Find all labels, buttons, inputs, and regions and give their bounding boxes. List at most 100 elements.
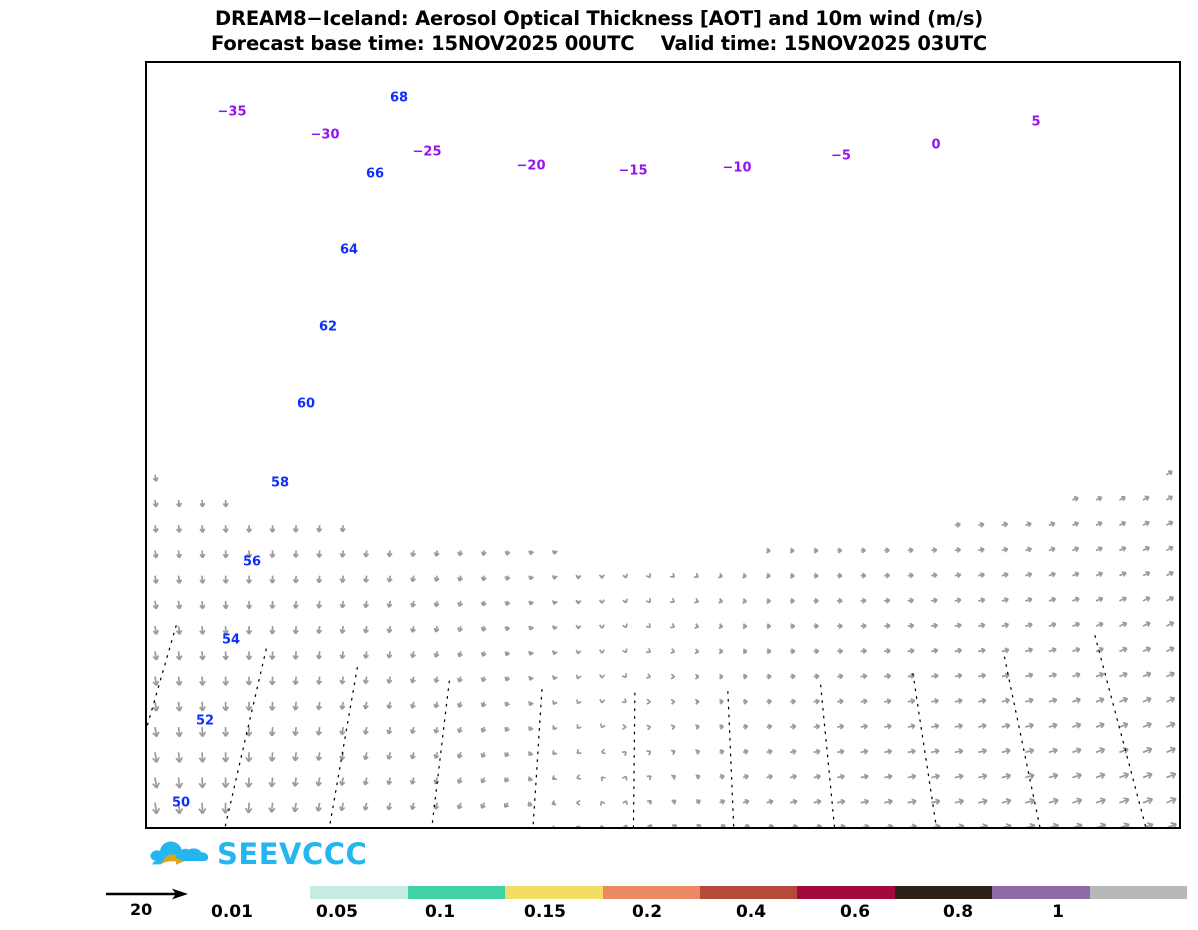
wind-arrow-head: [669, 572, 676, 579]
wind-arrow-head: [362, 704, 369, 710]
wind-arrow-head: [599, 800, 606, 806]
wind-arrow-head: [1052, 747, 1058, 755]
wind-arrow-head: [1029, 797, 1036, 805]
wind-arrow-shaft: [1048, 774, 1058, 779]
wind-arrow-shaft: [1166, 823, 1177, 827]
wind-arrow-head: [221, 807, 230, 814]
wind-arrow-head: [1028, 697, 1034, 704]
wind-arrow-head: [933, 647, 939, 654]
wind-arrow-head: [861, 572, 867, 579]
wind-arrow-head: [504, 601, 511, 607]
wind-arrow-shaft: [1095, 798, 1106, 804]
wind-arrow-head: [718, 648, 724, 655]
wind-arrow-head: [1003, 571, 1009, 578]
meridian--25: [431, 678, 451, 827]
colorbar-segment-3: [505, 886, 603, 899]
wind-arrow-head: [1005, 747, 1011, 755]
wind-arrow-head: [1123, 772, 1130, 780]
wind-arrow-head: [575, 674, 582, 680]
colorbar-tick-labels: 0.01 0.05 0.1 0.15 0.2 0.4 0.6 0.8 1: [211, 902, 1187, 929]
wind-arrow-head: [838, 648, 844, 655]
chart-title-block: DREAM8−Iceland: Aerosol Optical Thicknes…: [0, 6, 1198, 56]
wind-arrow-shaft: [247, 802, 250, 813]
wind-arrow-head: [1005, 697, 1010, 704]
wind-arrow-head: [1098, 646, 1104, 653]
wind-arrow-head: [621, 698, 627, 704]
wind-arrow-head: [671, 799, 677, 805]
wind-arrow-head: [742, 623, 748, 630]
wind-arrow-shaft: [1048, 799, 1059, 804]
wind-arrow-head: [769, 823, 775, 827]
wind-arrow-head: [480, 753, 487, 759]
wind-arrow-head: [1144, 495, 1150, 501]
wind-arrow-head: [956, 521, 961, 528]
wind-arrow-head: [575, 799, 581, 806]
wind-arrow-head: [339, 780, 346, 786]
colorbar-tick-3: 0.15: [524, 902, 566, 922]
wind-arrow-head: [934, 698, 939, 705]
wind-arrow-shaft: [201, 752, 204, 763]
aot-colorbar[interactable]: 0.01 0.05 0.1 0.15 0.2 0.4 0.6 0.8 1: [211, 886, 1188, 930]
wind-arrow-head: [152, 756, 160, 763]
colorbar-strip[interactable]: [213, 886, 1188, 899]
wind-arrow-shaft: [177, 802, 181, 814]
wind-arrow-head: [1075, 646, 1081, 653]
wind-arrow-head: [1121, 495, 1126, 502]
wind-arrow-head: [551, 775, 557, 781]
wind-arrow-head: [979, 521, 985, 528]
wind-scale-label: 20: [130, 900, 153, 919]
seevccc-logo: SEEVCCC: [148, 836, 367, 872]
wind-arrow-head: [292, 527, 299, 533]
wind-arrow-head: [718, 623, 724, 630]
wind-arrow-head: [433, 728, 440, 734]
wind-arrow-head: [457, 652, 464, 658]
wind-arrow-shaft: [1143, 823, 1154, 827]
wind-arrow-head: [386, 754, 393, 760]
wind-arrow-head: [292, 756, 299, 762]
wind-arrow-head: [245, 706, 253, 712]
wind-arrow-head: [768, 798, 774, 805]
wind-arrow-head: [410, 628, 417, 633]
wind-arrow-head: [766, 648, 772, 655]
wind-arrow-head: [670, 673, 676, 680]
wind-arrow-head: [1029, 822, 1036, 827]
wind-arrow-head: [719, 698, 724, 705]
wind-arrow-head: [814, 648, 820, 655]
wind-arrow-shaft: [1072, 773, 1082, 779]
wind-arrow-head: [599, 698, 606, 704]
wind-arrow-head: [221, 782, 230, 789]
map-plot-area[interactable]: [145, 61, 1181, 829]
wind-arrow-head: [910, 698, 916, 705]
wind-arrow-head: [1004, 597, 1009, 603]
colorbar-tick-8: 1: [1052, 902, 1064, 922]
wind-arrow-head: [1076, 797, 1083, 805]
wind-arrow-head: [527, 801, 533, 807]
wind-arrow-head: [292, 680, 299, 686]
wind-arrow-head: [839, 748, 845, 755]
wind-arrow-head: [767, 698, 772, 705]
wind-arrow-head: [152, 655, 160, 661]
wind-arrow-head: [528, 726, 534, 732]
wind-arrow-head: [670, 749, 676, 756]
wind-arrow-head: [815, 723, 821, 730]
wind-arrow-head: [744, 798, 750, 805]
wind-arrow-head: [744, 823, 750, 827]
wind-arrow-shaft: [201, 777, 204, 788]
wind-arrow-head: [958, 748, 964, 755]
wind-arrow-head: [862, 648, 868, 655]
wind-arrow-head: [1146, 797, 1154, 805]
wind-arrow-head: [790, 597, 795, 605]
wind-arrow-head: [646, 648, 652, 654]
wind-arrow-head: [789, 547, 795, 554]
wind-arrow-head: [1075, 747, 1082, 754]
wind-arrow-head: [410, 602, 417, 608]
wind-arrow-head: [410, 552, 417, 558]
wind-arrow-head: [598, 574, 605, 579]
wind-arrow-head: [646, 750, 652, 756]
wind-arrow-shaft: [270, 777, 274, 787]
wind-arrow-head: [175, 757, 183, 763]
wind-arrow-head: [793, 823, 798, 827]
wind-arrow-shaft: [177, 701, 181, 712]
title-line-2: Forecast base time: 15NOV2025 00UTC Vali…: [211, 32, 987, 55]
wind-arrow-head: [1099, 747, 1106, 754]
